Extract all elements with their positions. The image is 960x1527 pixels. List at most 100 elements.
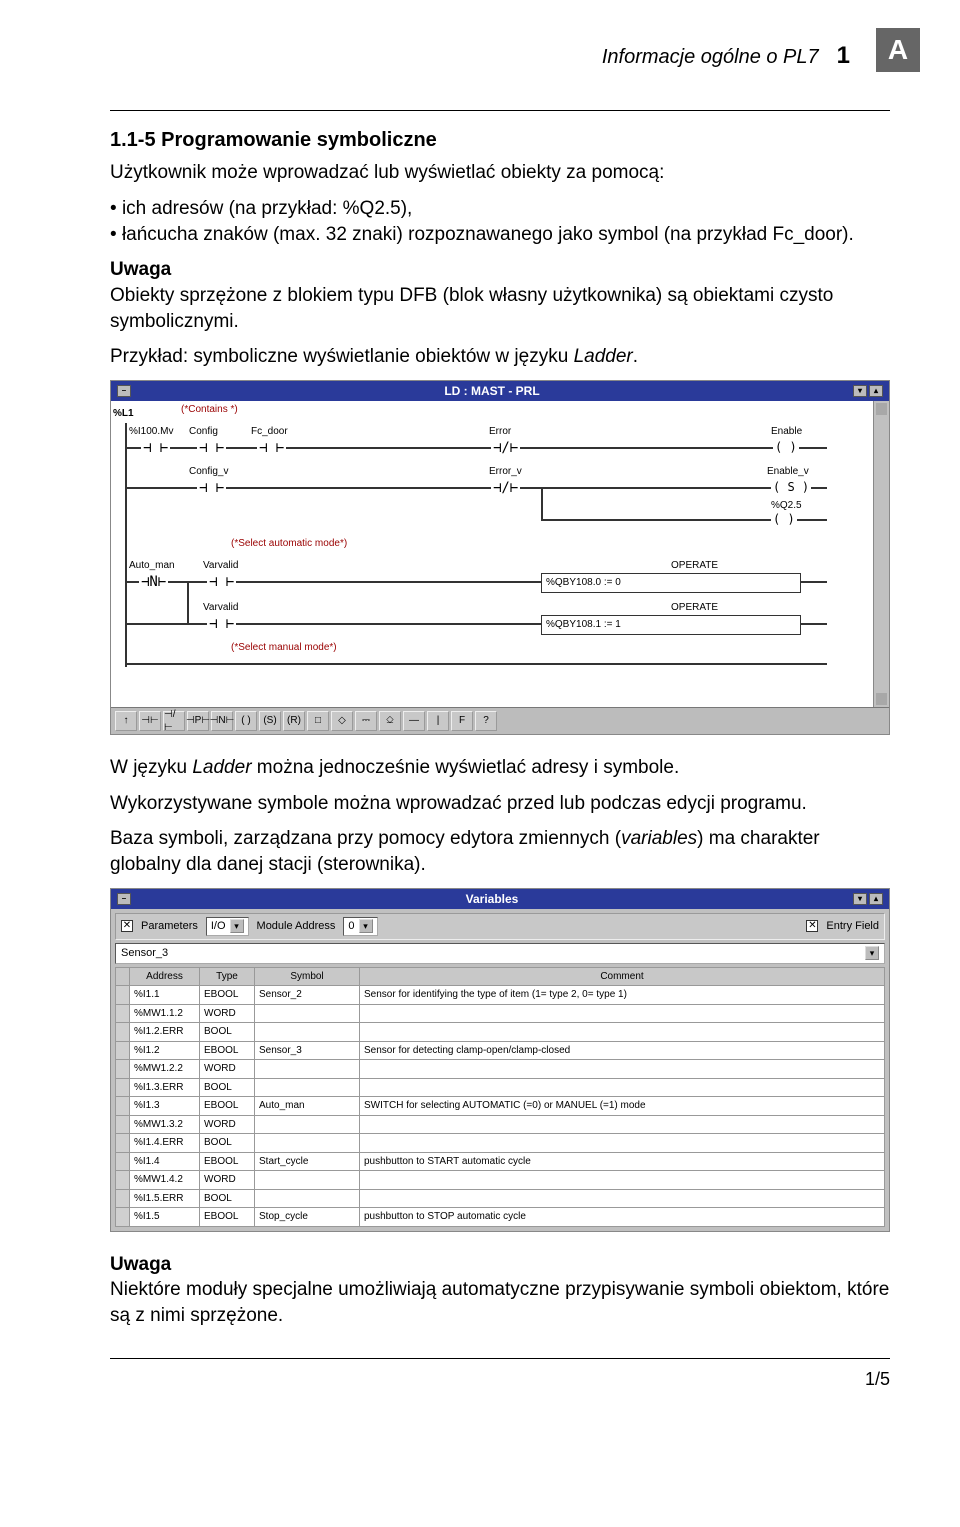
table-cell: WORD <box>200 1171 255 1190</box>
table-cell: %MW1.1.2 <box>130 1004 200 1023</box>
ladder-canvas[interactable]: %L1 (*Contains *) %I100.Mv Config Fc_doo… <box>111 401 889 707</box>
toolbar-button[interactable]: ⎓ <box>355 711 377 731</box>
table-cell: %I1.5 <box>130 1208 200 1227</box>
toolbar-button[interactable]: | <box>427 711 449 731</box>
contact-not[interactable]: ⊣/⊢ <box>491 439 520 458</box>
operate-block[interactable]: %QBY108.1 := 1 <box>541 615 801 635</box>
parameters-checkbox[interactable]: ✕ <box>121 920 133 932</box>
table-row[interactable]: %I1.2EBOOLSensor_3Sensor for detecting c… <box>116 1041 885 1060</box>
table-cell: %MW1.3.2 <box>130 1115 200 1134</box>
chevron-down-icon[interactable]: ▾ <box>865 946 879 960</box>
table-row[interactable]: %I1.5.ERRBOOL <box>116 1189 885 1208</box>
contact[interactable]: ⊣ ⊢ <box>197 439 226 458</box>
table-row[interactable]: %MW1.4.2WORD <box>116 1171 885 1190</box>
note-label: Uwaga <box>110 259 171 280</box>
table-cell <box>255 1004 360 1023</box>
toolbar-button[interactable]: ◇ <box>331 711 353 731</box>
scrollbar[interactable] <box>873 401 889 707</box>
toolbar-button[interactable]: ⎐ <box>379 711 401 731</box>
table-cell: Sensor_3 <box>255 1041 360 1060</box>
toolbar-button[interactable]: ? <box>475 711 497 731</box>
note-1: Uwaga Obiekty sprzężone z blokiem typu D… <box>110 257 890 334</box>
coil[interactable]: ( ) <box>771 511 797 527</box>
maximize-icon[interactable]: ▴ <box>869 385 883 397</box>
toolbar-button[interactable]: ( ) <box>235 711 257 731</box>
contact-not[interactable]: ⊣/⊢ <box>491 479 520 498</box>
col-type[interactable]: Type <box>200 967 255 986</box>
contact[interactable]: ⊣ ⊢ <box>207 573 236 592</box>
contact[interactable]: ⊣ ⊢ <box>257 439 286 458</box>
table-row[interactable]: %I1.3EBOOLAuto_manSWITCH for selecting A… <box>116 1097 885 1116</box>
page-header: Informacje ogólne o PL7 1 <box>110 40 890 72</box>
table-cell <box>116 1115 130 1134</box>
table-cell: BOOL <box>200 1078 255 1097</box>
parameters-label: Parameters <box>141 919 198 934</box>
table-row[interactable]: %MW1.2.2WORD <box>116 1060 885 1079</box>
col-symbol[interactable]: Symbol <box>255 967 360 986</box>
table-cell <box>116 1189 130 1208</box>
table-row[interactable]: %I1.5EBOOLStop_cyclepushbutton to STOP a… <box>116 1208 885 1227</box>
table-cell: %MW1.4.2 <box>130 1171 200 1190</box>
intro-text: Użytkownik może wprowadzać lub wyświetla… <box>110 160 890 186</box>
contact[interactable]: ⊣ ⊢ <box>197 479 226 498</box>
table-cell: EBOOL <box>200 1152 255 1171</box>
table-cell: %I1.4.ERR <box>130 1134 200 1153</box>
table-row[interactable]: %I1.1EBOOLSensor_2Sensor for identifying… <box>116 986 885 1005</box>
rung-comment: (*Select manual mode*) <box>231 641 337 655</box>
minimize-icon[interactable]: ▾ <box>853 893 867 905</box>
minimize-icon[interactable]: ▾ <box>853 385 867 397</box>
io-combo[interactable]: I/O ▾ <box>206 917 249 936</box>
table-cell <box>360 1134 885 1153</box>
table-row[interactable]: %I1.2.ERRBOOL <box>116 1023 885 1042</box>
table-cell: Sensor_2 <box>255 986 360 1005</box>
table-row[interactable]: %I1.4.ERRBOOL <box>116 1134 885 1153</box>
table-cell: %I1.2.ERR <box>130 1023 200 1042</box>
toolbar-button[interactable]: — <box>403 711 425 731</box>
table-cell: Start_cycle <box>255 1152 360 1171</box>
table-row[interactable]: %MW1.3.2WORD <box>116 1115 885 1134</box>
maximize-icon[interactable]: ▴ <box>869 893 883 905</box>
toolbar-button[interactable]: □ <box>307 711 329 731</box>
toolbar-button[interactable]: (R) <box>283 711 305 731</box>
table-cell <box>116 1134 130 1153</box>
table-cell <box>360 1060 885 1079</box>
toolbar-button[interactable]: ⊣⊢ <box>139 711 161 731</box>
toolbar-button[interactable]: ↑ <box>115 711 137 731</box>
table-cell: Stop_cycle <box>255 1208 360 1227</box>
table-row[interactable]: %I1.4EBOOLStart_cyclepushbutton to START… <box>116 1152 885 1171</box>
section-title: 1.1-5 Programowanie symboliczne <box>110 127 890 154</box>
table-cell: BOOL <box>200 1023 255 1042</box>
contact[interactable]: ⊣ ⊢ <box>207 615 236 634</box>
table-cell <box>255 1189 360 1208</box>
contact[interactable]: ⊣ ⊢ <box>141 439 170 458</box>
chevron-down-icon[interactable]: ▾ <box>359 919 373 933</box>
coil-set[interactable]: ( S ) <box>771 479 811 495</box>
table-cell <box>360 1004 885 1023</box>
table-row[interactable]: %I1.3.ERRBOOL <box>116 1078 885 1097</box>
toolbar-button[interactable]: ⊣P⊢ <box>187 711 209 731</box>
table-cell: pushbutton to START automatic cycle <box>360 1152 885 1171</box>
toolbar-button[interactable]: (S) <box>259 711 281 731</box>
bottom-rule <box>110 1358 890 1359</box>
table-cell: EBOOL <box>200 1041 255 1060</box>
selected-symbol-field[interactable]: Sensor_3 ▾ <box>115 943 885 964</box>
entryfield-checkbox[interactable]: ✕ <box>806 920 818 932</box>
toolbar-button[interactable]: ⊣/⊢ <box>163 711 185 731</box>
toolbar-button[interactable]: F <box>451 711 473 731</box>
table-row[interactable]: %MW1.1.2WORD <box>116 1004 885 1023</box>
coil[interactable]: ( ) <box>773 439 799 455</box>
sysmenu-icon[interactable]: – <box>117 893 131 905</box>
contact-n[interactable]: ⊣N⊢ <box>139 573 168 592</box>
modaddr-combo[interactable]: 0 ▾ <box>343 917 377 936</box>
operate-block[interactable]: %QBY108.0 := 0 <box>541 573 801 593</box>
col-comment[interactable]: Comment <box>360 967 885 986</box>
chevron-down-icon[interactable]: ▾ <box>230 919 244 933</box>
col-address[interactable]: Address <box>130 967 200 986</box>
toolbar-button[interactable]: ⊣N⊢ <box>211 711 233 731</box>
example-line: Przykład: symboliczne wyświetlanie obiek… <box>110 344 890 370</box>
note-label: Uwaga <box>110 1254 171 1275</box>
modaddr-label: Module Address <box>257 919 336 934</box>
sysmenu-icon[interactable]: – <box>117 385 131 397</box>
table-cell <box>116 1078 130 1097</box>
table-cell: %I1.4 <box>130 1152 200 1171</box>
